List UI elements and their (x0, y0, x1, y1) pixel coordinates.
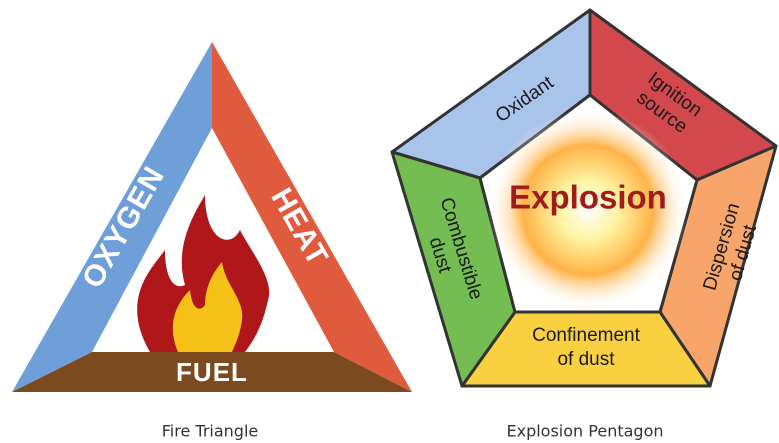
confinement-label: Confinement of dust (532, 325, 640, 370)
segment-line: Confinement (532, 325, 640, 346)
fuel-side (12, 352, 412, 392)
center-label: Explosion (509, 179, 667, 216)
pentagon-caption: Explosion Pentagon (507, 422, 664, 441)
fire-caption: Fire Triangle (162, 422, 258, 441)
starburst (488, 110, 688, 310)
segment-line: of dust (557, 349, 615, 370)
fire-triangle: OXYGEN HEAT FUEL (12, 42, 412, 392)
fuel-label: FUEL (176, 357, 248, 387)
oxygen-side (12, 42, 212, 392)
heat-side (212, 42, 412, 392)
flame (137, 195, 270, 352)
